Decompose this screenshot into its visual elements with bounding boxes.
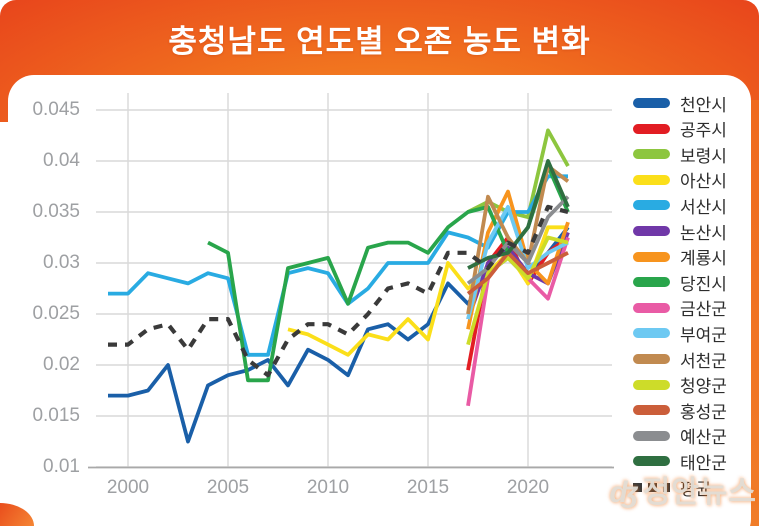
legend-item-금산군: 금산군 <box>633 297 727 319</box>
legend-label: 부여군 <box>680 325 727 345</box>
y-tick-label: 0.035 <box>32 201 80 222</box>
legend-item-천안시: 천안시 <box>633 92 727 115</box>
series-line-서산시 <box>108 174 568 357</box>
y-tick-label: 0.015 <box>32 405 80 426</box>
legend-swatch-icon <box>633 98 670 108</box>
legend-label: 금산군 <box>680 300 727 320</box>
legend-swatch-icon <box>633 149 670 160</box>
series-line-예산군 <box>466 195 570 285</box>
legend-label: 논산시 <box>680 223 727 243</box>
legend-swatch-icon <box>633 379 670 390</box>
series-line-평균 <box>108 204 569 378</box>
y-tick-label: 0.04 <box>43 150 80 171</box>
legend-swatch-icon <box>633 405 670 416</box>
legend-label: 천안시 <box>680 95 727 115</box>
legend-item-서천군: 서천군 <box>633 348 727 371</box>
watermark: ʤ 정안뉴스 <box>609 467 757 511</box>
y-tick-label: 0.03 <box>43 252 80 273</box>
legend-swatch-icon <box>633 200 670 211</box>
legend-label: 서산시 <box>680 197 727 217</box>
x-tick-label: 2010 <box>306 477 350 498</box>
legend-item-공주시: 공주시 <box>633 118 727 140</box>
series-line-당진시 <box>207 164 570 383</box>
legend-label: 평균 <box>680 479 712 499</box>
legend-item-청양군: 청양군 <box>633 374 727 396</box>
legend-swatch-icon <box>633 482 670 492</box>
watermark-text: 정안뉴스 <box>642 476 757 509</box>
legend-label: 아산시 <box>680 172 727 192</box>
legend-swatch-icon <box>633 354 670 364</box>
legend-label: 보령시 <box>680 146 727 166</box>
legend-item-부여군: 부여군 <box>633 322 727 345</box>
page-title: 충청남도 연도별 오존 농도 변화 <box>168 24 591 59</box>
legend-swatch-icon <box>633 277 670 288</box>
series-line-보령시 <box>467 128 570 220</box>
legend-item-보령시: 보령시 <box>633 143 727 166</box>
legend-swatch-icon <box>633 226 670 236</box>
legend-swatch-icon <box>633 174 670 185</box>
legend-label: 홍성군 <box>680 402 727 422</box>
legend-item-예산군: 예산군 <box>633 425 727 447</box>
y-tick-label: 0.025 <box>32 303 80 324</box>
series-line-태안군 <box>467 159 570 270</box>
legend-swatch-icon <box>633 251 670 262</box>
watermark-logo-icon: ʤ <box>609 476 639 509</box>
y-tick-label: 0.01 <box>43 456 80 477</box>
legend-swatch-icon <box>633 430 670 441</box>
legend-item-계룡시: 계룡시 <box>633 246 727 268</box>
x-tick-label: 2015 <box>406 477 450 498</box>
legend-item-평균: 평균 <box>633 476 712 499</box>
legend-swatch-icon <box>633 302 670 313</box>
legend-item-태안군: 태안군 <box>633 450 727 473</box>
legend-item-당진시: 당진시 <box>633 271 727 294</box>
y-tick-label: 0.045 <box>32 99 80 120</box>
series-line-홍성군 <box>466 250 569 296</box>
legend-label: 예산군 <box>680 428 727 448</box>
legend-item-홍성군: 홍성군 <box>633 399 727 422</box>
legend-label: 당진시 <box>680 274 727 294</box>
x-tick-label: 2020 <box>506 477 550 498</box>
legend-item-서산시: 서산시 <box>633 194 727 217</box>
legend-label: 공주시 <box>680 121 727 141</box>
legend-swatch-icon <box>633 456 670 467</box>
legend-label: 청양군 <box>680 377 727 397</box>
x-tick-label: 2005 <box>206 477 250 498</box>
legend-item-아산시: 아산시 <box>633 169 727 191</box>
legend-label: 태안군 <box>680 453 727 473</box>
x-tick-label: 2000 <box>106 477 150 498</box>
legend-item-논산시: 논산시 <box>633 220 727 243</box>
y-tick-label: 0.02 <box>43 354 80 375</box>
legend-swatch-icon <box>633 328 670 339</box>
series-line-청양군 <box>466 235 569 346</box>
legend-label: 서천군 <box>680 351 727 371</box>
legend-label: 계룡시 <box>680 249 727 269</box>
legend-swatch-icon <box>633 123 670 134</box>
